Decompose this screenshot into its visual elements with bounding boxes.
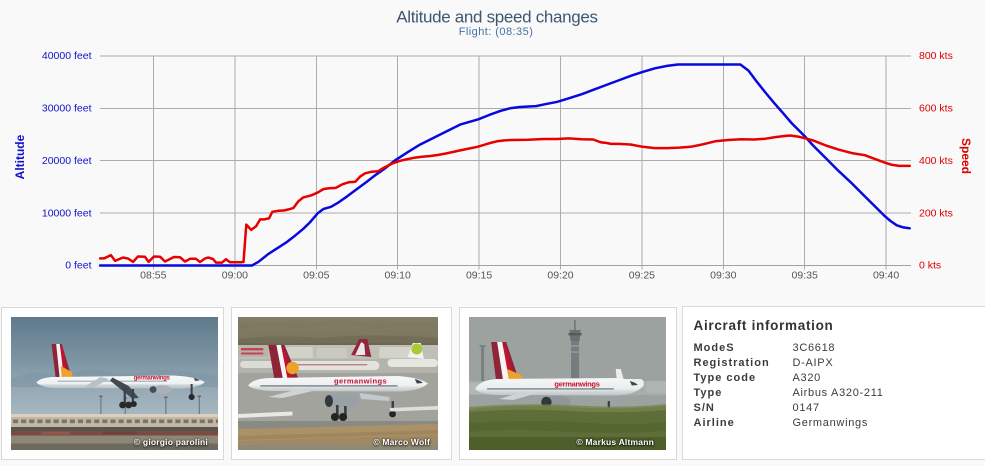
svg-text:08:55: 08:55	[140, 270, 166, 282]
svg-text:0 feet: 0 feet	[65, 260, 91, 272]
svg-text:400 kts: 400 kts	[919, 155, 953, 167]
svg-text:800 kts: 800 kts	[919, 50, 953, 62]
svg-text:0 kts: 0 kts	[919, 260, 941, 272]
svg-text:09:10: 09:10	[385, 270, 411, 282]
svg-text:09:30: 09:30	[710, 270, 736, 282]
svg-text:09:25: 09:25	[629, 270, 655, 282]
svg-text:Flight: (08:35): Flight: (08:35)	[459, 26, 534, 38]
svg-text:germanwings: germanwings	[554, 380, 599, 389]
svg-text:germanwings: germanwings	[134, 376, 171, 382]
svg-text:Altitude and speed changes: Altitude and speed changes	[396, 8, 598, 27]
svg-text:09:20: 09:20	[547, 270, 573, 282]
svg-text:Speed: Speed	[959, 138, 973, 174]
svg-text:Altitude: Altitude	[13, 134, 27, 179]
svg-text:germanwings: germanwings	[334, 377, 387, 386]
svg-text:09:35: 09:35	[792, 270, 818, 282]
svg-text:09:05: 09:05	[303, 270, 329, 282]
svg-text:200 kts: 200 kts	[919, 207, 953, 219]
svg-text:09:15: 09:15	[466, 270, 492, 282]
svg-text:30000 feet: 30000 feet	[42, 103, 92, 115]
svg-text:600 kts: 600 kts	[919, 103, 953, 115]
svg-text:10000 feet: 10000 feet	[42, 207, 92, 219]
svg-text:40000 feet: 40000 feet	[42, 50, 92, 62]
svg-text:09:40: 09:40	[873, 270, 899, 282]
svg-text:09:00: 09:00	[222, 270, 248, 282]
svg-text:20000 feet: 20000 feet	[42, 155, 92, 167]
